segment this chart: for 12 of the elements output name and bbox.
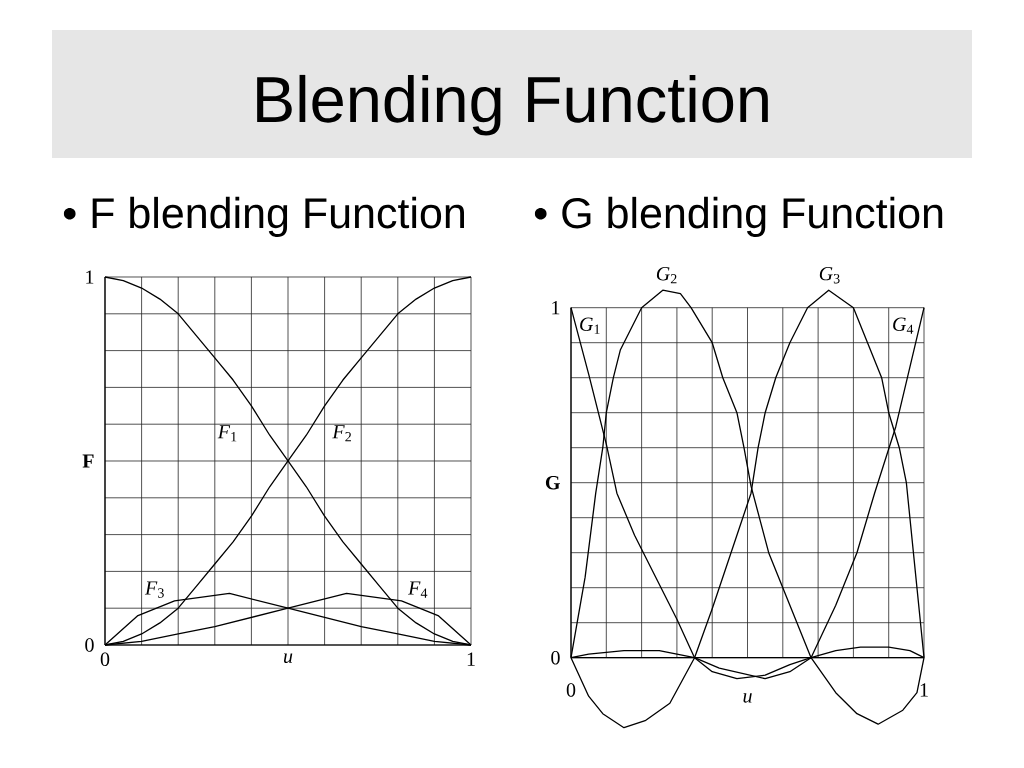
series-label: F$_{1}$ xyxy=(217,425,237,442)
chart-title: Blending Function xyxy=(257,74,768,136)
series-label: F$_{4}$ xyxy=(408,581,428,598)
series-label: F$_{2}$ xyxy=(332,425,351,442)
series-label: G$_{2}$ xyxy=(656,267,677,284)
y-axis-title: F xyxy=(82,454,94,468)
y-axis-title: G xyxy=(545,475,560,490)
series-label: F$_{3}$ xyxy=(144,581,164,598)
chart-subtitle: • G blending Function xyxy=(534,196,943,237)
x-axis-title: u xyxy=(284,653,293,663)
chart-subtitle: • F blending Function xyxy=(63,196,464,237)
series-label: G$_{3}$ xyxy=(819,266,840,284)
